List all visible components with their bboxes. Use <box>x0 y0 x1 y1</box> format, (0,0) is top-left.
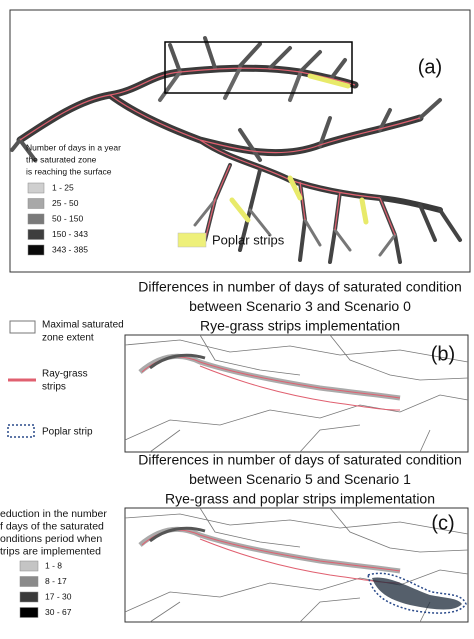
legend-label: Poplar strips <box>212 232 285 247</box>
panel-label: (a) <box>418 56 442 78</box>
panel-title: Rye-grass strips implementation <box>200 318 400 334</box>
panel-title: Rye-grass and poplar strips implementati… <box>165 491 435 507</box>
panel-title: between Scenario 5 and Scenario 1 <box>189 471 411 487</box>
legend-swatch <box>27 198 45 209</box>
panel-title: between Scenario 3 and Scenario 0 <box>189 298 411 314</box>
panel-label: (b) <box>431 343 455 365</box>
legend-label: 150 - 343 <box>52 229 88 239</box>
legend-swatch <box>27 244 45 256</box>
legend-swatch <box>19 576 39 587</box>
map-c <box>124 507 469 623</box>
legend-swatch <box>177 232 207 248</box>
map-b <box>124 334 469 453</box>
legend-label: 25 - 50 <box>52 198 79 208</box>
legend-swatch <box>19 591 39 603</box>
title-c: Differences in number of days of saturat… <box>138 452 461 507</box>
panel-label: (c) <box>431 512 454 534</box>
legend-label: Maximal saturated <box>42 320 124 331</box>
map-a <box>9 9 471 273</box>
legend-label: strips <box>42 382 66 393</box>
legend-a: Number of days in a year the saturated zo… <box>26 142 285 256</box>
legend-label: zone extent <box>42 333 94 344</box>
legend-title: onditions period when <box>0 533 102 545</box>
legend-label: 17 - 30 <box>45 591 72 601</box>
panel-title: Differences in number of days of saturat… <box>138 452 461 468</box>
legend-b: Maximal saturated zone extent Ray-grass … <box>7 320 124 438</box>
legend-title: Number of days in a year <box>26 142 121 152</box>
legend-swatch <box>19 607 39 618</box>
legend-title: f days of the saturated <box>0 520 104 532</box>
panel-title: Differences in number of days of saturat… <box>138 279 461 295</box>
poplar-swatch <box>7 424 35 438</box>
legend-swatch <box>27 213 45 225</box>
legend-label: 1 - 8 <box>45 560 62 570</box>
title-b: Differences in number of days of saturat… <box>138 279 461 334</box>
legend-label: 8 - 17 <box>45 576 67 586</box>
legend-title: eduction in the number <box>0 508 107 520</box>
legend-title: is reaching the surface <box>26 166 112 176</box>
legend-label: 30 - 67 <box>45 607 72 617</box>
legend-label: 50 - 150 <box>52 213 83 223</box>
legend-swatch <box>19 560 39 572</box>
legend-label: 343 - 385 <box>52 244 88 254</box>
legend-label: Poplar strip <box>42 427 93 438</box>
legend-swatch <box>27 182 45 194</box>
zone-swatch <box>9 320 36 334</box>
legend-title: the saturated zone <box>26 154 97 164</box>
legend-label: 1 - 25 <box>52 182 74 192</box>
legend-title: trips are implemented <box>0 545 101 557</box>
legend-swatch <box>27 229 45 240</box>
legend-label: Ray-grass <box>42 369 88 380</box>
